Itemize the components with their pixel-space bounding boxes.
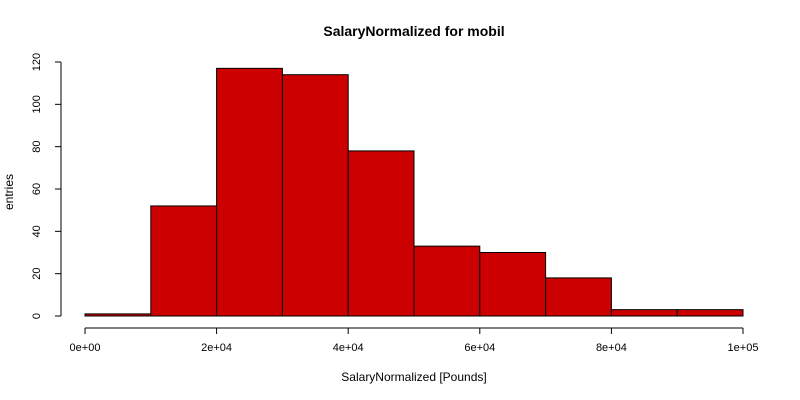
histogram-bar-0 bbox=[84, 313, 152, 317]
y-tick-label: 60 bbox=[31, 183, 43, 195]
y-tick-label: 40 bbox=[31, 225, 43, 237]
x-tick-label: 1e+05 bbox=[728, 342, 759, 354]
histogram-bar-5 bbox=[413, 245, 481, 317]
y-tick-label: 120 bbox=[31, 53, 43, 71]
y-tick-label: 100 bbox=[31, 95, 43, 113]
histogram-bar-6 bbox=[479, 252, 547, 317]
y-axis-label: entries bbox=[2, 174, 16, 210]
bars-group bbox=[84, 67, 744, 317]
x-axis-label: SalaryNormalized [Pounds] bbox=[341, 370, 486, 384]
x-tick-label: 6e+04 bbox=[464, 342, 495, 354]
y-tick-label: 20 bbox=[31, 268, 43, 280]
y-tick-label: 80 bbox=[31, 141, 43, 153]
x-tick-label: 0e+00 bbox=[70, 342, 101, 354]
histogram-bar-2 bbox=[216, 67, 283, 317]
histogram-bar-8 bbox=[610, 309, 678, 317]
x-tick-label: 2e+04 bbox=[201, 342, 232, 354]
histogram-bar-3 bbox=[281, 74, 349, 317]
histogram-bar-4 bbox=[347, 150, 415, 317]
y-axis: 0 20 40 60 80 100 120 bbox=[31, 53, 62, 319]
histogram-bar-7 bbox=[545, 277, 612, 317]
histogram-bar-9 bbox=[676, 309, 744, 317]
x-tick-label: 4e+04 bbox=[333, 342, 364, 354]
chart-title: SalaryNormalized for mobil bbox=[323, 23, 504, 39]
histogram-bar-1 bbox=[150, 205, 218, 317]
x-tick-label: 8e+04 bbox=[596, 342, 627, 354]
x-axis: 0e+00 2e+04 4e+04 6e+04 8e+04 1e+05 bbox=[70, 327, 759, 354]
y-tick-label: 0 bbox=[31, 313, 43, 319]
